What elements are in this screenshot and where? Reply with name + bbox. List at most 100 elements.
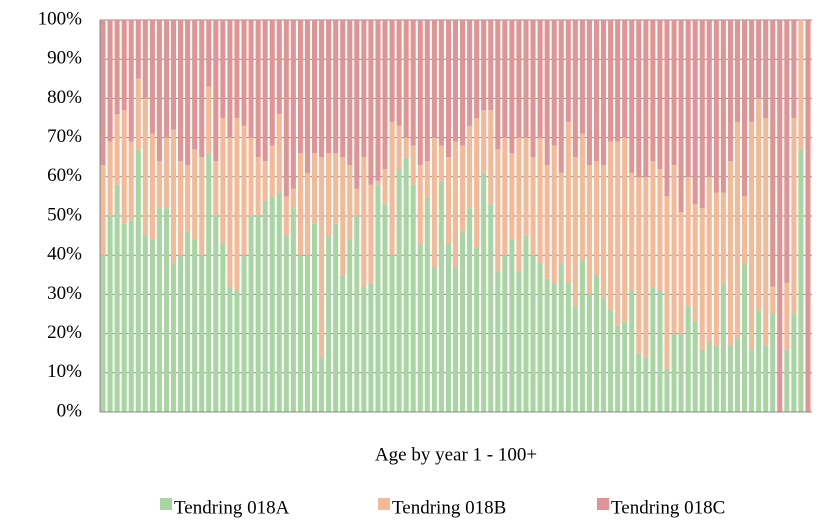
bar-segment [248,216,254,412]
bar-segment [213,20,219,162]
bar-segment [185,20,191,166]
bar-segment [509,20,515,154]
bar-segment [460,231,466,412]
bar-segment [572,20,578,158]
bar-segment [481,20,487,111]
bar-segment [255,157,261,216]
bar-segment [770,314,776,412]
bar-segment [770,20,776,287]
bar-segment [791,118,797,314]
bar-segment [311,20,318,154]
bar-segment [438,180,444,412]
bar-segment [304,20,310,173]
bar-segment [326,20,332,154]
bar-segment [431,266,437,412]
bar-segment [516,20,522,138]
bar-segment [276,114,282,193]
bar-segment [290,208,296,412]
bar-segment [276,20,282,115]
bar-segment [354,216,360,412]
x-axis-label: Age by year 1 - 100+ [375,444,537,465]
bar-segment [192,239,198,412]
bar-segment [756,98,762,311]
bar-segment [763,118,769,346]
bar-segment [586,20,592,166]
bar-segment [685,306,691,412]
bar-segment [319,157,325,358]
bar-segment [241,20,247,126]
bar-segment [297,153,303,256]
bar-segment [657,290,663,412]
legend-label: Tendring 018C [611,497,725,518]
bar-segment [467,208,473,412]
bar-segment [333,153,339,224]
bar-segment [269,145,275,197]
bar-segment [593,161,600,275]
bar-segment [692,204,698,322]
bar-segment [375,180,381,185]
bar-segment [178,255,184,412]
bar-segment [565,20,571,122]
bar-segment [601,298,607,412]
bar-segment [474,118,480,248]
bar-segment [530,157,536,256]
bar-segment [460,145,466,232]
bar-segment [608,20,614,142]
bar-segment [438,145,444,181]
bar-segment [699,349,705,412]
bar-segment [445,157,451,244]
bar-segment [488,20,494,111]
bar-segment [199,157,205,256]
bar-segment [713,192,719,346]
bar-segment [544,278,550,412]
bar-segment [523,235,529,412]
bar-segment [643,357,649,412]
bar-segment [544,165,550,279]
bar-segment [326,235,332,412]
bar-segment [114,114,120,185]
bar-segment [593,274,600,412]
bar-segment [121,20,127,111]
bar-segment [615,141,621,326]
bar-segment [382,168,388,205]
bar-segment [742,263,748,412]
bar-segment [297,20,303,154]
bar-segment [107,216,113,412]
bar-segment [678,20,684,213]
bar-segment [149,239,155,412]
bar-segment [530,20,536,158]
bar-segment [368,20,374,185]
bar-segment [734,20,741,122]
bar-segment [100,20,106,166]
bar-segment [199,20,205,158]
bar-segment [706,176,712,342]
bar-segment [734,337,741,412]
bar-segment [128,20,134,142]
bar-segment [262,200,268,412]
bar-segment [424,196,430,412]
bar-segment [509,153,515,240]
bar-segment [685,20,691,177]
bar-segment [262,20,268,162]
bar-segment [629,290,635,412]
bar-segment [149,20,155,134]
bar-segment [706,20,712,177]
bar-segment [452,20,459,142]
bar-segment [396,168,402,412]
bar-segment [283,235,289,412]
bar-segment [375,184,381,412]
bar-segment [431,137,437,267]
y-tick-label: 30% [47,283,82,304]
bar-segment [495,270,501,412]
bar-segment [798,149,804,413]
bar-segment [608,141,614,311]
bar-segment [622,321,628,412]
bar-segment [692,321,698,412]
bar-segment [551,145,557,283]
bar-segment [163,137,169,209]
bar-segment [438,20,444,146]
bar-segment [170,20,177,130]
bar-segment [678,333,684,412]
bar-segment [516,137,522,271]
bar-segment [699,208,705,350]
